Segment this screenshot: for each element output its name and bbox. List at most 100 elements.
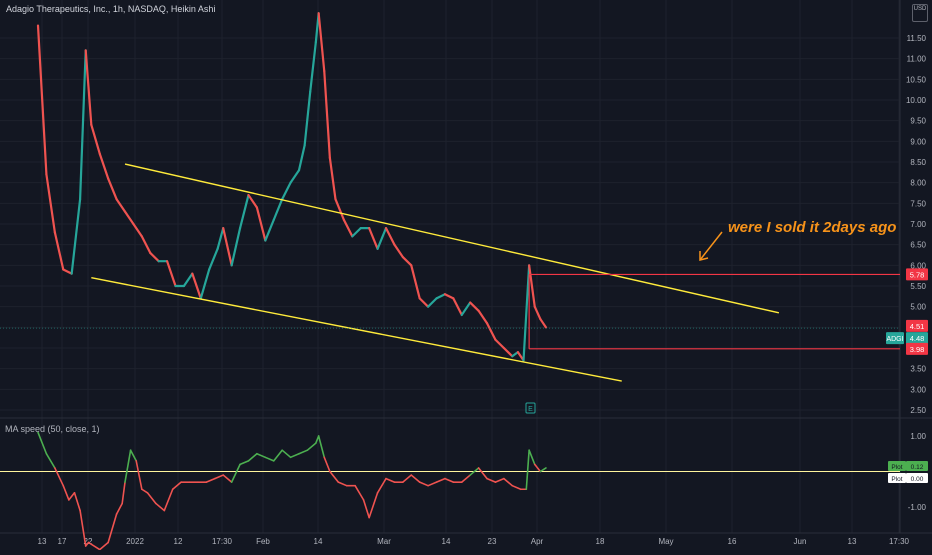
indicator-segment <box>230 463 241 483</box>
price-tag-bg <box>906 332 928 345</box>
indicator-segment <box>45 452 56 469</box>
indicator-tag-name-bg <box>888 473 906 483</box>
price-segment <box>502 346 514 358</box>
price-tick-label: 7.50 <box>910 199 926 208</box>
indicator-segment <box>376 477 387 494</box>
time-tick-label: 22 <box>84 537 93 546</box>
price-segment <box>208 247 219 271</box>
indicator-segment <box>444 477 455 483</box>
indicator-segment <box>354 484 365 501</box>
price-segment <box>90 123 101 155</box>
price-segment <box>410 264 421 300</box>
price-segment <box>351 227 362 238</box>
currency-badge[interactable]: USD <box>912 4 928 22</box>
indicator-segment <box>362 499 370 519</box>
price-segment <box>522 264 531 362</box>
symbol-tag-bg <box>886 332 904 345</box>
indicator-segment <box>107 513 118 544</box>
price-tag: 4.51 <box>906 319 928 332</box>
indicator-tag-name: Plot <box>891 476 902 483</box>
indicator-segment <box>205 477 216 483</box>
indicator-segment <box>62 484 70 501</box>
price-segment <box>435 293 447 300</box>
indicator-segment <box>73 491 81 512</box>
indicator-segment <box>410 474 421 483</box>
indicator-segment <box>460 474 471 483</box>
earnings-marker: E <box>525 402 536 414</box>
indicator-segment <box>79 509 87 547</box>
indicator-segment <box>54 467 65 487</box>
price-segment <box>309 41 317 93</box>
indicator-tick-label: -1.00 <box>908 503 927 512</box>
time-tick-label: 2022 <box>126 537 144 546</box>
price-segment <box>334 198 346 221</box>
indicator-tag-value: 0.00 <box>911 476 924 483</box>
indicator-segment <box>289 452 300 459</box>
price-segment <box>272 198 284 221</box>
price-segment <box>289 169 301 184</box>
indicator-segment <box>222 474 233 483</box>
price-series <box>0 12 900 382</box>
price-segment <box>384 227 396 246</box>
price-tick-label: 11.00 <box>907 55 927 64</box>
price-segment <box>45 173 56 234</box>
indicator-segment <box>539 467 547 473</box>
price-segment <box>443 293 455 300</box>
indicator-segment <box>135 460 143 491</box>
indicator-segment <box>528 449 536 466</box>
indicator-segment <box>306 442 317 452</box>
price-segment <box>222 227 233 267</box>
price-segment <box>230 227 242 267</box>
indicator-tag-name-bg <box>888 461 906 471</box>
time-tick-label: Mar <box>377 537 391 546</box>
trend-line <box>124 163 780 314</box>
indicator-segment <box>256 452 267 459</box>
time-tick-label: 17:30 <box>212 537 233 546</box>
price-tag: ADGI 4.48 <box>886 332 928 345</box>
price-segment <box>477 309 489 325</box>
price-segment <box>182 272 194 288</box>
price-tick-label: 10.00 <box>906 96 927 105</box>
price-segment <box>281 181 292 201</box>
indicator-segment <box>37 431 48 455</box>
price-segment <box>376 227 388 250</box>
annotation-text: were I sold it 2days ago <box>728 219 896 236</box>
indicator-segment <box>298 449 309 455</box>
earnings-marker-box <box>525 402 536 414</box>
indicator-segment <box>427 481 438 487</box>
indicator-segment <box>317 435 326 459</box>
indicator-segment <box>368 491 379 519</box>
price-tag-bg <box>906 319 928 332</box>
indicator-segment <box>323 456 331 473</box>
price-tick-label: 5.50 <box>910 282 926 291</box>
indicator-segment <box>124 449 132 483</box>
price-segment <box>485 322 497 341</box>
time-tick-label: 13 <box>848 537 857 546</box>
price-tick-label: 6.50 <box>910 241 926 250</box>
price-tick-label: 7.00 <box>910 220 926 229</box>
indicator-segment <box>98 541 109 551</box>
time-tick-label: 14 <box>314 537 323 546</box>
indicator-segment <box>247 452 258 462</box>
indicator-segment <box>239 460 250 466</box>
price-segment <box>247 193 259 209</box>
price-segment <box>132 222 143 238</box>
price-segment <box>533 305 542 321</box>
price-segment <box>62 268 73 275</box>
time-tick-label: 16 <box>728 537 737 546</box>
indicator-tag-value-bg <box>906 461 928 471</box>
indicator-tag-name: Plot <box>891 464 902 471</box>
price-segment <box>539 317 548 329</box>
price-segment <box>70 198 82 275</box>
price-segment <box>528 264 536 308</box>
annotation: were I sold it 2days ago <box>699 219 896 261</box>
indicator-tag-value: 0.12 <box>911 464 924 471</box>
price-segment <box>511 351 520 358</box>
indicator-tag-value-bg <box>906 473 928 483</box>
time-tick-label: Jun <box>794 537 807 546</box>
time-tick-label: 13 <box>38 537 47 546</box>
time-tick-label: 17:30 <box>889 537 910 546</box>
time-tick-label: May <box>658 537 673 546</box>
